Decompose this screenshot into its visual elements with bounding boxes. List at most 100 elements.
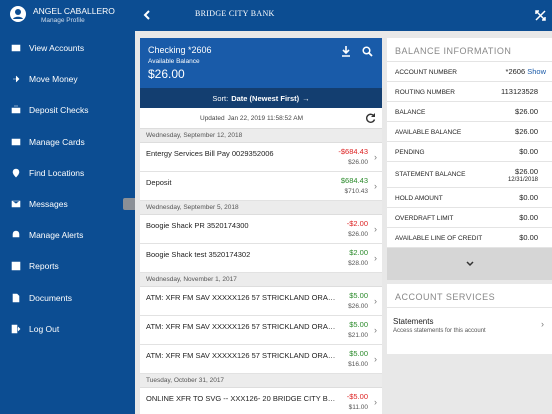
download-button[interactable] [341,46,351,57]
chevron: › [374,354,377,364]
back-button[interactable] [143,10,151,20]
description: ATM: XFR FM SAV XXXXX126 57 STRICKLAND O… [146,322,336,331]
value: 113123528 [501,87,538,96]
search-button[interactable] [362,46,373,57]
account-header: Checking *2606 Available Balance $26.00 [140,38,382,88]
menu-item[interactable]: Manage Alerts [0,225,135,245]
menu-item[interactable]: Documents [0,288,135,308]
collapse-button[interactable] [535,10,546,21]
logo: BRIDGE CITY BANK [195,9,275,18]
menu-item[interactable]: Manage Cards [0,132,135,152]
amount: -$2.00 [346,219,368,228]
running-balance: $28.00 [348,260,368,267]
balance-row: HOLD AMOUNT $0.00 [387,188,552,208]
transaction[interactable]: ATM: XFR FM SAV XXXXX126 57 STRICKLAND O… [140,345,382,374]
menu-icon [13,75,20,83]
value: *2606 [505,67,526,76]
sort-arrow: → [302,93,310,103]
balance-row: AVAILABLE LINE OF CREDIT $0.00 [387,228,552,248]
date-header: Wednesday, September 12, 2018 [140,129,382,143]
running-balance: $710.43 [344,188,369,195]
menu-icon [11,324,21,334]
menu-item[interactable]: Find Locations [0,163,135,183]
chevron: › [374,253,377,263]
services-title: ACCOUNT SERVICES [387,284,552,308]
row-value: *2606 Show [506,67,546,76]
balance-row: BALANCE $26.00 [387,102,552,122]
transaction-list: Wednesday, September 12, 2018 Entergy Ser… [140,129,382,414]
menu-icon [11,200,21,208]
account-panel: Checking *2606 Available Balance $26.00 … [140,38,382,414]
running-balance: $21.00 [348,332,368,339]
row-label: PENDING [395,149,425,156]
value: $26.00 [515,167,538,176]
row-label: STATEMENT BALANCE [395,171,466,178]
menu-icon [11,262,21,271]
refresh-button[interactable] [365,113,376,124]
drawer-handle[interactable] [123,198,135,210]
menu-icon [11,44,21,52]
transaction[interactable]: ONLINE XFR TO SVG -- XXX126- 20 BRIDGE C… [140,388,382,414]
transaction[interactable]: Boogie Shack PR 3520174300 -$2.00 $26.00 › [140,215,382,244]
date-header: Tuesday, October 31, 2017 [140,374,382,388]
row-label: ROUTING NUMBER [395,89,455,96]
row-value: $0.00 [519,147,538,156]
menu-label: Documents [29,292,72,303]
profile-link[interactable]: Manage Profile [41,17,85,24]
transaction[interactable]: ATM: XFR FM SAV XXXXX126 57 STRICKLAND O… [140,287,382,316]
menu-item[interactable]: Deposit Checks [0,100,135,120]
balance-rows: ACCOUNT NUMBER *2606 Show ROUTING NUMBER 11… [387,62,552,248]
sort-bar[interactable]: Sort: Date (Newest First) → [140,88,382,108]
amount: -$684.43 [338,147,368,156]
chevron: › [374,224,377,234]
balance-label: Available Balance [148,58,200,65]
menu-label: View Accounts [29,43,85,53]
amount: $5.00 [349,349,368,358]
value: $26.00 [515,127,538,136]
menu-item[interactable]: Messages [0,194,135,214]
menu-label: Log Out [29,323,60,334]
updated-time: Jan 22, 2019 11:58:52 AM [227,114,303,122]
transaction[interactable]: Boogie Shack test 3520174302 $2.00 $28.00 › [140,244,382,273]
menu-item[interactable]: Log Out [0,319,135,339]
date-header: Wednesday, November 1, 2017 [140,273,382,287]
transaction[interactable]: ATM: XFR FM SAV XXXXX126 57 STRICKLAND O… [140,316,382,345]
transaction[interactable]: Deposit $684.43 $710.43 › [140,172,382,201]
user-name[interactable]: ANGEL CABALLERO [33,6,115,16]
menu-item[interactable]: View Accounts [0,38,135,58]
service-title: Statements [393,317,434,326]
chevron: › [541,319,544,329]
chevron: › [374,296,377,306]
description: ONLINE XFR TO SVG -- XXX126- 20 BRIDGE C… [146,394,336,403]
menu-icon [12,293,20,302]
balance-row: STATEMENT BALANCE $26.00 12/31/2018 [387,162,552,188]
row-sub: 12/31/2018 [507,177,538,183]
menu-label: Move Money [29,74,78,85]
transaction[interactable]: Entergy Services Bill Pay 0029352006 -$68… [140,143,382,172]
value: $26.00 [515,107,538,116]
row-label: BALANCE [395,109,426,116]
services-card: ACCOUNT SERVICES Statements Access statem… [387,284,552,354]
running-balance: $26.00 [348,231,368,238]
row-label: HOLD AMOUNT [395,195,443,202]
details-panel: BALANCE INFORMATION ACCOUNT NUMBER *2606 … [387,38,552,354]
menu-label: Manage Alerts [29,230,84,241]
amount: -$5.00 [346,392,368,401]
menu-icon [11,106,21,114]
row-value: $26.00 [515,127,538,136]
menu-item[interactable]: Move Money [0,69,135,89]
row-label: AVAILABLE BALANCE [395,129,462,136]
service-description: Access statements for this account [393,328,486,334]
running-balance: $11.00 [348,404,368,411]
value: $0.00 [519,233,538,242]
show-link[interactable]: Show [527,67,546,76]
running-balance: $26.00 [348,159,368,166]
description: ATM: XFR FM SAV XXXXX126 57 STRICKLAND O… [146,351,336,360]
balance-row: PENDING $0.00 [387,142,552,162]
top-bar: BRIDGE CITY BANK [135,0,552,31]
expand-bar[interactable] [387,248,552,280]
service-item[interactable]: Statements Access statements for this acc… [387,308,552,338]
menu-label: Find Locations [29,167,85,178]
description: Boogie Shack PR 3520174300 [146,221,249,230]
menu-item[interactable]: Reports [0,256,135,276]
